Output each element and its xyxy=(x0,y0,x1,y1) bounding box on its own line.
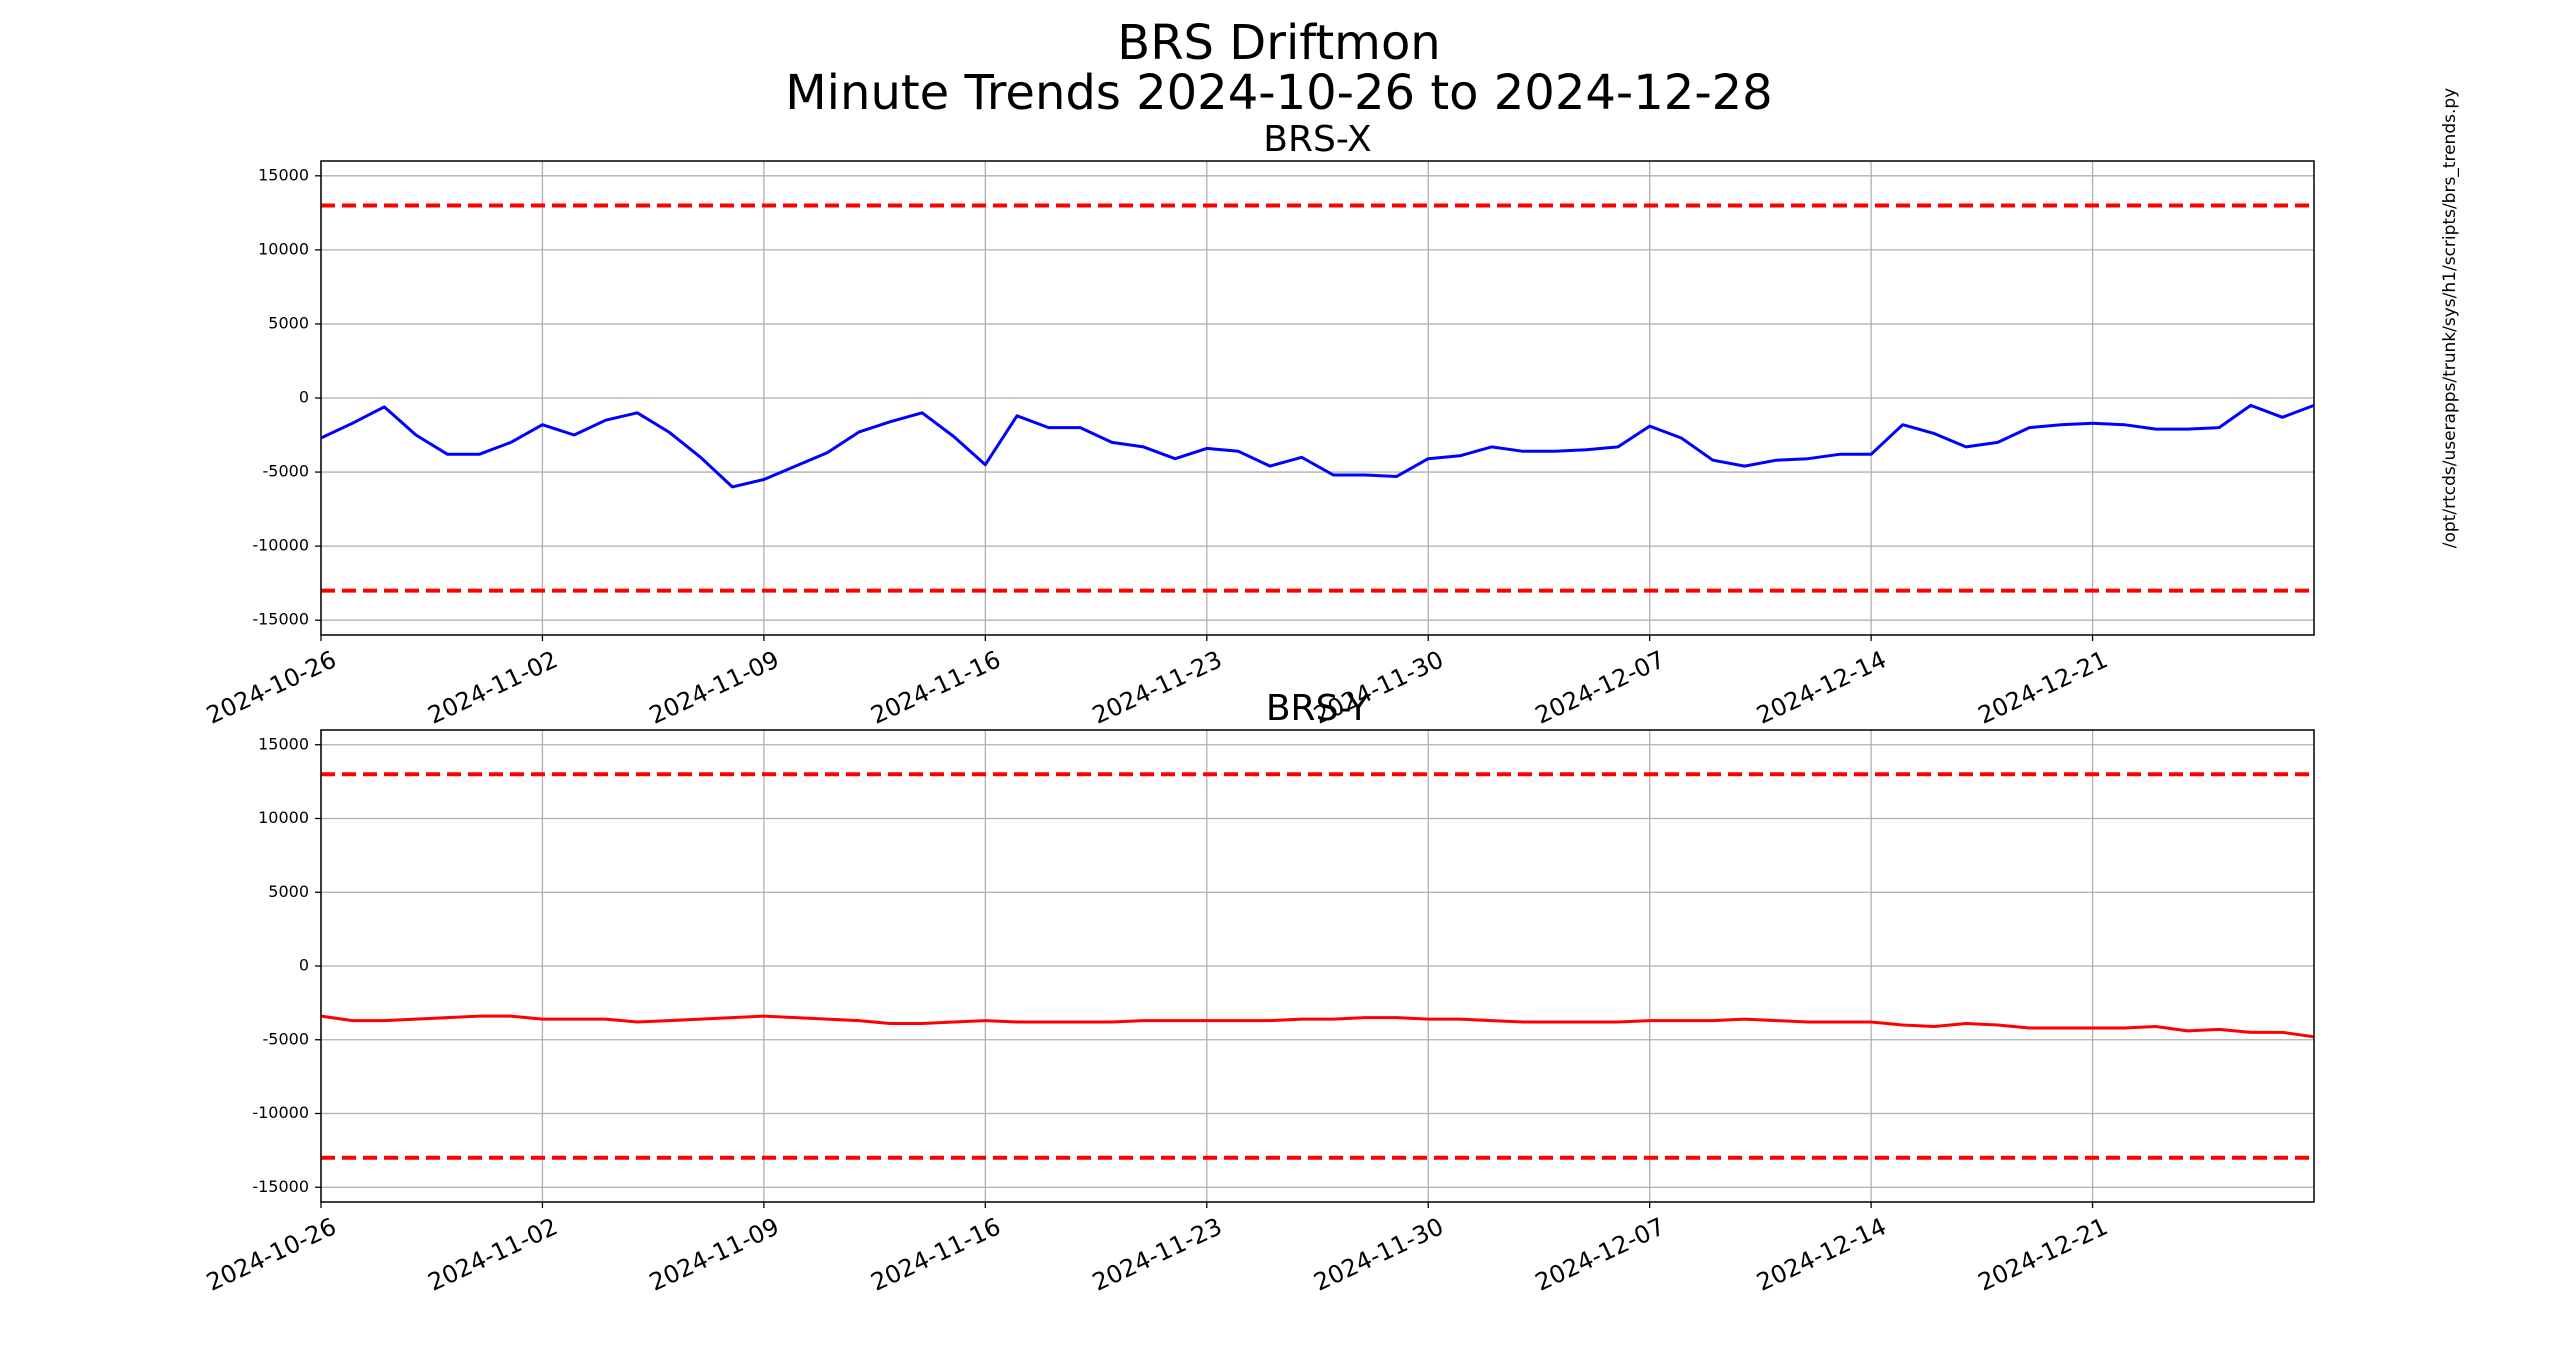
y-tick-label: 15000 xyxy=(258,165,309,184)
subplot-title: BRS-Y xyxy=(1266,688,1370,729)
y-tick-label: 0 xyxy=(299,388,309,407)
x-tick-label: 2024-11-23 xyxy=(1088,1212,1226,1296)
x-tick-label: 2024-11-02 xyxy=(424,1212,562,1296)
x-tick-label: 2024-12-14 xyxy=(1752,1212,1890,1296)
x-tick-label: 2024-11-30 xyxy=(1309,1212,1447,1296)
x-tick-label: 2024-12-14 xyxy=(1752,645,1890,729)
y-tick-label: 5000 xyxy=(268,882,309,901)
x-tick-label: 2024-11-16 xyxy=(867,645,1005,729)
data-line xyxy=(320,1014,2315,1039)
x-tick-label: 2024-11-02 xyxy=(424,645,562,729)
y-tick-label: 10000 xyxy=(258,239,309,258)
x-tick-label: 2024-12-21 xyxy=(1974,645,2112,729)
plot-frame xyxy=(320,160,2315,636)
plot-frame xyxy=(320,729,2315,1203)
data-line xyxy=(320,403,2315,489)
x-tick-label: 2024-10-26 xyxy=(202,1212,340,1296)
script-path-note: /opt/rtcds/userapps/trunk/sys/h1/scripts… xyxy=(2440,88,2460,548)
x-tick-label: 2024-12-07 xyxy=(1531,645,1669,729)
x-tick-label: 2024-11-09 xyxy=(645,645,783,729)
y-tick-label: 5000 xyxy=(268,313,309,332)
x-tick-label: 2024-12-07 xyxy=(1531,1212,1669,1296)
y-tick-label: -10000 xyxy=(252,536,309,555)
x-tick-label: 2024-12-21 xyxy=(1974,1212,2112,1296)
y-tick-label: -15000 xyxy=(252,1177,309,1196)
y-tick-label: -5000 xyxy=(263,462,310,481)
x-tick-label: 2024-11-23 xyxy=(1088,645,1226,729)
y-tick-label: -5000 xyxy=(263,1029,310,1048)
x-tick-label: 2024-10-26 xyxy=(202,645,340,729)
y-tick-label: -15000 xyxy=(252,610,309,629)
figure-title: BRS Driftmon xyxy=(1117,15,1440,71)
figure-subtitle: Minute Trends 2024-10-26 to 2024-12-28 xyxy=(785,65,1772,121)
x-tick-label: 2024-11-16 xyxy=(867,1212,1005,1296)
y-tick-label: -10000 xyxy=(252,1103,309,1122)
y-tick-label: 0 xyxy=(299,956,309,975)
y-tick-label: 15000 xyxy=(258,734,309,753)
subplot-title: BRS-X xyxy=(1263,119,1371,160)
x-tick-label: 2024-11-09 xyxy=(645,1212,783,1296)
y-tick-label: 10000 xyxy=(258,808,309,827)
